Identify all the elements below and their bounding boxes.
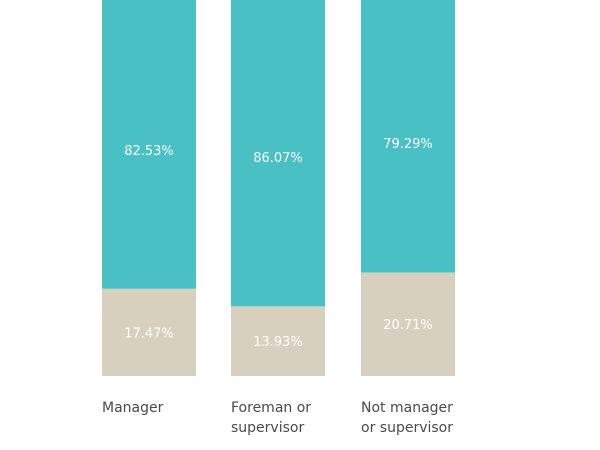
bar-segment-1-2 — [361, 0, 455, 273]
data-label-1-1: 86.07% — [253, 151, 303, 166]
bar-segment-0-2 — [361, 272, 455, 376]
data-label-0-0: 17.47% — [124, 326, 174, 341]
data-label-1-2: 79.29% — [383, 137, 433, 152]
data-label-0-1: 13.93% — [253, 335, 303, 350]
bar-segment-1-1 — [231, 0, 325, 307]
bar-segment-0-1 — [231, 306, 325, 376]
bar-segment-1-0 — [102, 0, 196, 289]
category-label-1: Foreman or supervisor — [231, 400, 312, 436]
bar-segment-0-0 — [102, 288, 196, 376]
category-label-2: Not manager or supervisor — [361, 400, 453, 436]
data-label-0-2: 20.71% — [383, 318, 433, 333]
data-label-1-0: 82.53% — [124, 144, 174, 159]
category-label-0: Manager — [102, 400, 164, 416]
